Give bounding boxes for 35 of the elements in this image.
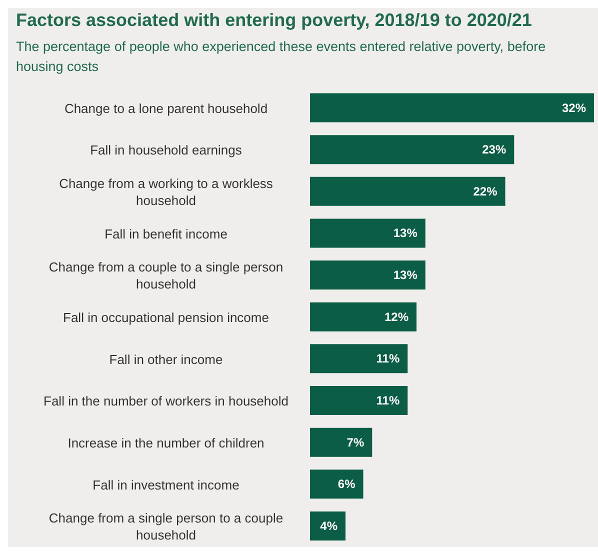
bar <box>310 511 346 540</box>
chart-subtitle: The percentage of people who experienced these events entered relative poverty, before housing costs <box>15 38 547 76</box>
y-tick-label: Increase in the number of children <box>68 434 264 450</box>
data-label: 13% <box>393 268 418 282</box>
y-tick-label: Fall in occupational pension income <box>63 310 269 324</box>
y-tick-label: Change from a single person to a couple household <box>48 510 284 542</box>
bar <box>310 302 416 332</box>
bar <box>310 260 426 290</box>
bar <box>310 218 426 248</box>
bar <box>310 93 594 122</box>
bar <box>310 344 408 374</box>
y-tick-label: Fall in the number of workers in household <box>44 393 288 408</box>
y-tick-label: Fall in other income <box>109 351 223 366</box>
bar <box>310 176 506 206</box>
data-label: 13% <box>393 226 418 240</box>
chart-title: Factors associated with entering poverty, 2018/19 to 2020/21 <box>15 10 533 31</box>
y-tick-label: Fall in benefit income <box>104 226 228 241</box>
y-tick-label: Change to a lone parent household <box>64 100 268 116</box>
data-label: 11% <box>376 352 400 366</box>
y-tick-label: Change from a couple to a single person household <box>48 259 284 292</box>
data-label: 4% <box>320 518 338 533</box>
bar <box>310 428 372 457</box>
bar <box>310 470 364 499</box>
data-label: 7% <box>346 435 364 450</box>
y-tick-label: Fall in household earnings <box>90 142 242 158</box>
data-label: 11% <box>376 394 400 408</box>
data-label: 32% <box>562 100 586 115</box>
data-label: 22% <box>473 184 498 198</box>
data-label: 23% <box>482 142 506 157</box>
y-tick-label: Change from a working to a workless household <box>59 176 274 208</box>
data-label: 12% <box>384 310 409 324</box>
y-tick-label: Fall in investment income <box>92 476 240 492</box>
bar <box>310 386 408 415</box>
bar <box>310 135 514 164</box>
data-label: 6% <box>338 477 356 492</box>
